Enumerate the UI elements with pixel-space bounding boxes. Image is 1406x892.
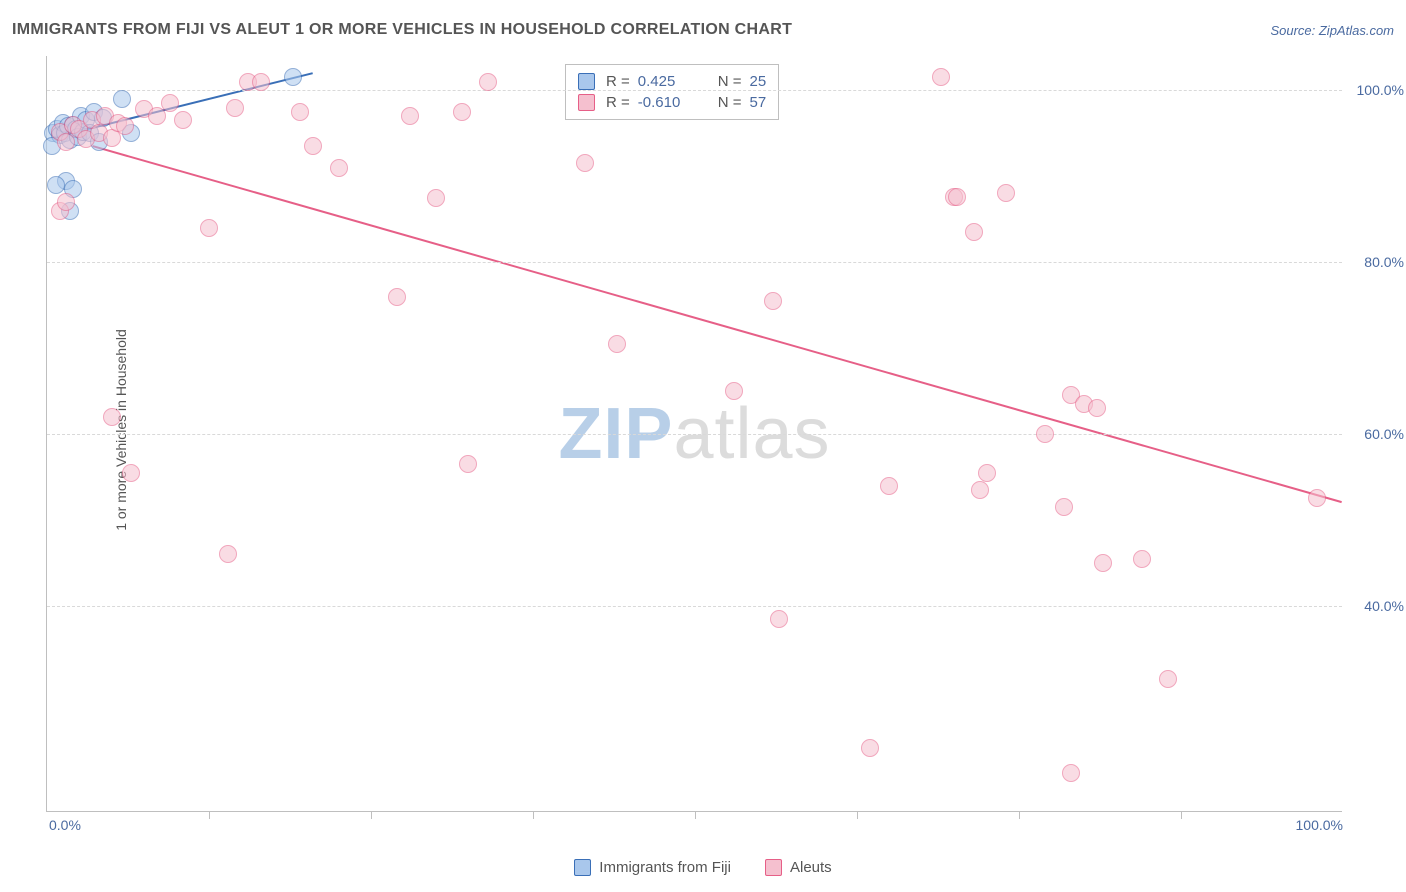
- r-value-aleuts: -0.610: [638, 94, 700, 111]
- x-tick-label: 0.0%: [49, 817, 81, 833]
- data-point-aleuts: [161, 94, 179, 112]
- x-minor-tick: [371, 811, 372, 819]
- data-point-aleuts: [978, 464, 996, 482]
- r-label: R =: [606, 73, 630, 90]
- plot-area: ZIPatlas R =0.425N =25R =-0.610N =57 40.…: [46, 56, 1342, 812]
- data-point-aleuts: [861, 739, 879, 757]
- data-point-aleuts: [226, 99, 244, 117]
- legend-row-fiji: R = 0.425 N = 25: [578, 71, 766, 92]
- data-point-aleuts: [479, 73, 497, 91]
- x-minor-tick: [857, 811, 858, 819]
- data-point-fiji: [47, 176, 65, 194]
- data-point-aleuts: [770, 610, 788, 628]
- data-point-aleuts: [122, 464, 140, 482]
- y-tick-label: 100.0%: [1357, 82, 1404, 98]
- data-point-aleuts: [388, 288, 406, 306]
- data-point-aleuts: [965, 223, 983, 241]
- data-point-aleuts: [880, 477, 898, 495]
- legend-item-aleuts: Aleuts: [765, 859, 832, 876]
- data-point-aleuts: [1062, 764, 1080, 782]
- gridline: [47, 434, 1342, 435]
- correlation-legend-box: R = 0.425 N = 25 R = -0.610 N = 57: [565, 64, 779, 120]
- legend-item-fiji: Immigrants from Fiji: [574, 859, 731, 876]
- x-minor-tick: [695, 811, 696, 819]
- x-tick-label: 100.0%: [1296, 817, 1343, 833]
- data-point-aleuts: [932, 68, 950, 86]
- data-point-aleuts: [330, 159, 348, 177]
- y-tick-label: 40.0%: [1364, 598, 1404, 614]
- data-point-aleuts: [764, 292, 782, 310]
- gridline: [47, 90, 1342, 91]
- r-value-fiji: 0.425: [638, 73, 700, 90]
- data-point-aleuts: [116, 117, 134, 135]
- data-point-aleuts: [725, 382, 743, 400]
- data-point-aleuts: [1055, 498, 1073, 516]
- x-minor-tick: [1019, 811, 1020, 819]
- data-point-aleuts: [1159, 670, 1177, 688]
- chart-title: IMMIGRANTS FROM FIJI VS ALEUT 1 OR MORE …: [12, 21, 792, 39]
- n-value-aleuts: 57: [750, 94, 767, 111]
- n-value-fiji: 25: [750, 73, 767, 90]
- data-point-aleuts: [1036, 425, 1054, 443]
- gridline: [47, 262, 1342, 263]
- aleuts-swatch: [765, 859, 782, 876]
- y-tick-label: 60.0%: [1364, 426, 1404, 442]
- data-point-fiji: [284, 68, 302, 86]
- data-point-aleuts: [291, 103, 309, 121]
- data-point-aleuts: [174, 111, 192, 129]
- legend-label-fiji: Immigrants from Fiji: [599, 859, 731, 876]
- x-minor-tick: [1181, 811, 1182, 819]
- fiji-swatch: [574, 859, 591, 876]
- n-label: N =: [718, 73, 742, 90]
- data-point-aleuts: [1094, 554, 1112, 572]
- data-point-aleuts: [997, 184, 1015, 202]
- data-point-aleuts: [304, 137, 322, 155]
- x-minor-tick: [533, 811, 534, 819]
- data-point-aleuts: [608, 335, 626, 353]
- data-point-aleuts: [252, 73, 270, 91]
- data-point-aleuts: [200, 219, 218, 237]
- gridline: [47, 606, 1342, 607]
- fiji-swatch-icon: [578, 73, 595, 90]
- data-point-aleuts: [459, 455, 477, 473]
- n-label: N =: [718, 94, 742, 111]
- data-point-aleuts: [427, 189, 445, 207]
- data-point-aleuts: [1133, 550, 1151, 568]
- title-bar: IMMIGRANTS FROM FIJI VS ALEUT 1 OR MORE …: [12, 18, 1394, 42]
- data-point-aleuts: [401, 107, 419, 125]
- data-point-aleuts: [1308, 489, 1326, 507]
- data-point-aleuts: [971, 481, 989, 499]
- legend-label-aleuts: Aleuts: [790, 859, 832, 876]
- data-point-aleuts: [948, 188, 966, 206]
- data-point-aleuts: [576, 154, 594, 172]
- legend-row-aleuts: R = -0.610 N = 57: [578, 92, 766, 113]
- data-point-aleuts: [1088, 399, 1106, 417]
- y-tick-label: 80.0%: [1364, 254, 1404, 270]
- source-link[interactable]: Source: ZipAtlas.com: [1270, 23, 1394, 38]
- bottom-legend: Immigrants from Fiji Aleuts: [0, 859, 1406, 876]
- data-point-aleuts: [219, 545, 237, 563]
- x-minor-tick: [209, 811, 210, 819]
- data-point-aleuts: [57, 193, 75, 211]
- data-point-aleuts: [453, 103, 471, 121]
- trend-line-aleuts: [93, 146, 1342, 502]
- data-point-aleuts: [103, 408, 121, 426]
- aleuts-swatch-icon: [578, 94, 595, 111]
- r-label: R =: [606, 94, 630, 111]
- data-point-fiji: [113, 90, 131, 108]
